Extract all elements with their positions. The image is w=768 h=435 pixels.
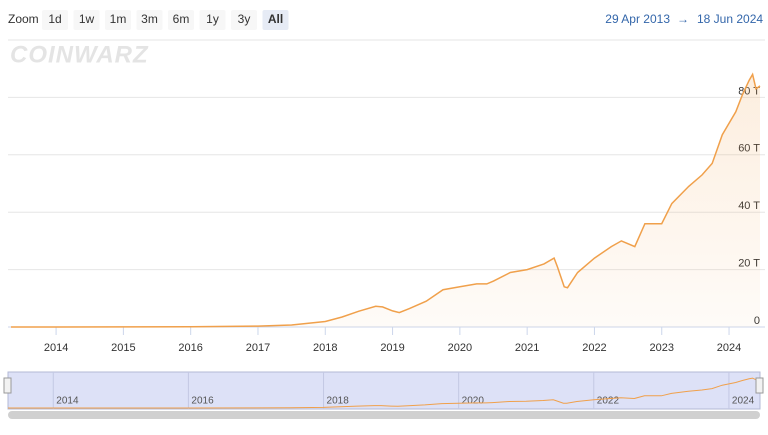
navigator-tick-label: 2022 (597, 396, 620, 407)
watermark: COINWARZ (10, 41, 149, 68)
zoom-button[interactable] (262, 10, 289, 30)
range-separator: → (677, 12, 689, 26)
range-from[interactable]: 29 Apr 2013 (605, 12, 670, 26)
zoom-button[interactable] (136, 10, 163, 30)
navigator-handle[interactable] (755, 377, 764, 394)
zoom-button[interactable] (199, 10, 226, 30)
x-tick-label: 2020 (448, 342, 472, 354)
x-tick-label: 2024 (717, 342, 741, 354)
zoom-button[interactable] (42, 10, 68, 30)
zoom-button-label[interactable]: 6m (173, 12, 190, 26)
zoom-button[interactable] (105, 10, 131, 30)
x-tick-label: 2019 (380, 342, 404, 354)
navigator-tick-label: 2024 (732, 396, 755, 407)
zoom-button-label[interactable]: 1w (79, 12, 95, 26)
navigator-tick-label: 2014 (56, 396, 79, 407)
zoom-button-label[interactable]: 1m (110, 12, 127, 26)
zoom-button-label[interactable]: 3m (141, 12, 158, 26)
range-to[interactable]: 18 Jun 2024 (697, 12, 763, 26)
navigator-tick-label: 2016 (191, 396, 214, 407)
x-tick-label: 2015 (111, 342, 135, 354)
area-fill (11, 74, 760, 328)
navigator-handle[interactable] (3, 377, 12, 394)
zoom-label: Zoom (8, 12, 39, 26)
zoom-button[interactable] (231, 10, 257, 30)
x-tick-label: 2017 (246, 342, 270, 354)
zoom-button[interactable] (168, 10, 194, 30)
x-tick-label: 2016 (178, 342, 202, 354)
zoom-button-label[interactable]: 1y (206, 12, 219, 26)
zoom-button[interactable] (73, 10, 100, 30)
x-tick-label: 2014 (44, 342, 68, 354)
x-tick-label: 2018 (313, 342, 337, 354)
x-tick-label: 2022 (582, 342, 606, 354)
x-tick-label: 2021 (515, 342, 539, 354)
navigator[interactable] (7, 371, 761, 410)
zoom-button-label[interactable]: All (268, 12, 283, 26)
zoom-button-label[interactable]: 3y (238, 12, 251, 26)
navigator-tick-label: 2020 (462, 396, 485, 407)
scrollbar[interactable] (8, 411, 760, 419)
navigator-tick-label: 2018 (327, 396, 350, 407)
navigator-line (8, 377, 761, 409)
zoom-button-label[interactable]: 1d (48, 12, 61, 26)
line (11, 72, 761, 328)
x-tick-label: 2023 (650, 342, 674, 354)
